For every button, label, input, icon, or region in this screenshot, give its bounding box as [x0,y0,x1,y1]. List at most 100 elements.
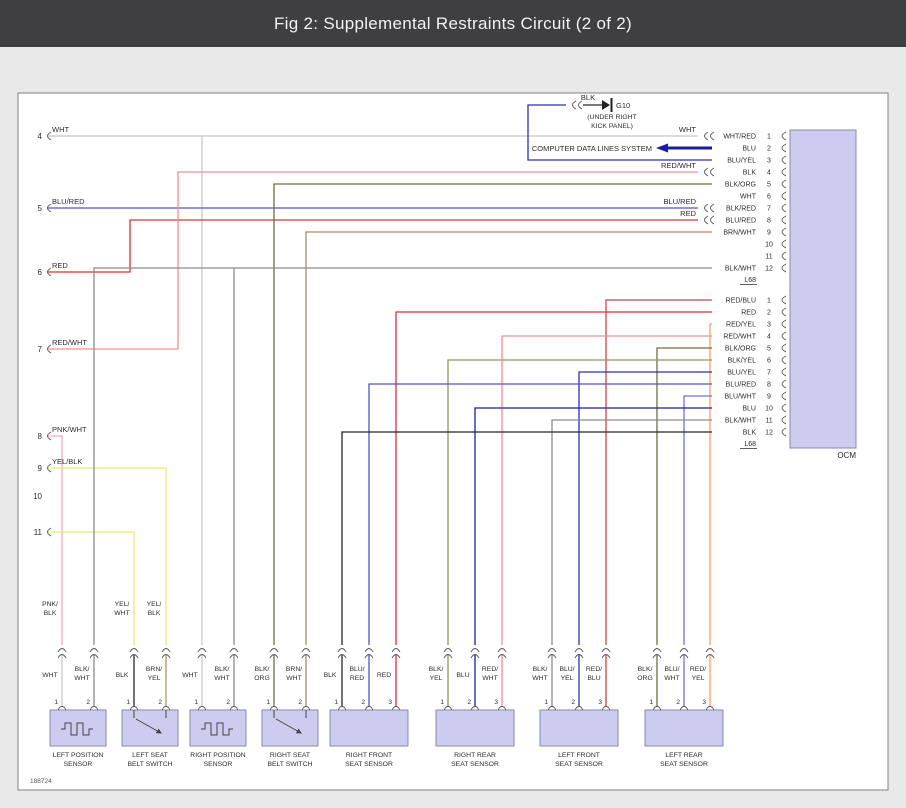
component-wire-label: ORG [637,675,652,682]
component-box [49,709,107,747]
wire-blk-wht [551,419,712,645]
inline-connector-icon [161,654,171,659]
component-wire-label: BRN/ [146,666,162,673]
inline-connector-icon [391,648,401,653]
component-box [539,709,619,747]
ocm-pin-number: 8 [767,382,771,389]
component-wire-label: RED/ [482,666,498,673]
ocm-pin-socket-icon [781,179,787,189]
ocm-pin-socket-icon [781,403,787,413]
component-pin-number: 2 [361,699,365,706]
inline-connector-icon [574,648,584,653]
component-pin-socket-icon [162,706,170,711]
component-pin-socket-icon [302,706,310,711]
ocm-name: OCM [837,451,856,460]
component-name: SENSOR [64,761,93,768]
ocm-pin-label: BRN/WHT [723,230,756,237]
inline-connector-icon [572,100,577,110]
component-wire-label: BLK/ [255,666,270,673]
ocm-pin-number: 10 [765,242,773,249]
wire-blk-wht [93,267,712,645]
component-wire-label: WHT [214,675,229,682]
left-tap-number: 10 [33,492,42,501]
wire-red-yel [709,323,712,645]
ocm-pin-number: 9 [767,230,771,237]
component-pin-socket-icon [130,706,138,711]
inline-connector-icon [710,203,715,213]
ocm-pin-label: RED/BLU [726,298,756,305]
component-pin-number: 1 [194,699,198,706]
component-wire-label: BLK/ [75,666,90,673]
left-tap-connector-icon [47,203,52,213]
diagram-panel [17,92,889,791]
ocm-connector-id: L68 [744,441,756,448]
ocm-pin-label: BLK/WHT [725,418,757,425]
component-wire-label: YEL [692,675,705,682]
component-wire-label: WHT [532,675,547,682]
component-pin-socket-icon [602,706,610,711]
inline-connector-wire-label: BLU/RED [663,197,696,206]
left-tap-wire-label: RED [52,261,68,270]
ocm-pin-number: 6 [767,194,771,201]
inline-connector-icon [57,654,67,659]
component-pin-number: 2 [226,699,230,706]
ocm-pin-label: BLK/YEL [728,358,757,365]
wire-blk-org [273,183,712,645]
inline-connector-icon [704,167,709,177]
component-pin-socket-icon [471,706,479,711]
inline-connector-icon [89,654,99,659]
ocm-pin-socket-icon [781,319,787,329]
component-wire-label: BLU/ [349,666,364,673]
ocm-pin-number: 12 [765,430,773,437]
inline-connector-icon [578,100,583,110]
component-pin-number: 1 [544,699,548,706]
inline-connector-icon [301,648,311,653]
ocm-pin-socket-icon [781,415,787,425]
component-wire-label: BLU/ [559,666,574,673]
ocm-pin-socket-icon [781,143,787,153]
inline-connector-icon [547,654,557,659]
wire-red-wht [47,171,698,350]
component-pin-socket-icon [338,706,346,711]
ocm-pin-number: 11 [765,254,772,261]
component-name: RIGHT REAR [454,752,496,759]
ocm-pin-label: BLU [742,146,756,153]
left-tap-connector-icon [47,527,52,537]
component-pin-number: 1 [126,699,130,706]
ocm-pin-label: BLK/RED [726,206,756,213]
ocm-pin-socket-icon [781,191,787,201]
component-pin-number: 3 [702,699,706,706]
component-pin-socket-icon [498,706,506,711]
component-name: LEFT FRONT [558,752,600,759]
inline-connector-icon [497,648,507,653]
component-wire-label: WHT [182,672,197,679]
ocm-pin-number: 3 [767,158,771,165]
switch-blade-icon [135,718,162,734]
inline-connector-icon [443,648,453,653]
wire-blu-yel [578,371,712,645]
ocm-pin-socket-icon [781,251,787,261]
component-pin-socket-icon [548,706,556,711]
ocm-pin-number: 11 [765,418,772,425]
inline-connector-icon [601,648,611,653]
component-wire-label: BRN/ [286,666,302,673]
inline-connector-icon [301,654,311,659]
wire-blu-yel [527,104,712,161]
ocm-pin-socket-icon [781,295,787,305]
ocm-pin-socket-icon [781,155,787,165]
component-upper-wire-label: YEL/ [147,601,162,608]
ocm-pin-socket-icon [781,379,787,389]
inline-connector-icon [679,648,689,653]
wire-red-wht [501,335,712,645]
ground-location-label: (UNDER RIGHT [587,114,636,121]
component-wire-label: RED [377,672,391,679]
component-wire-label: WHT [482,675,497,682]
left-tap-wire-label: PNK/WHT [52,425,87,434]
ocm-pin-socket-icon [781,203,787,213]
left-tap-number: 6 [38,268,43,277]
component-wire-label: RED/ [690,666,706,673]
inline-connector-icon [57,648,67,653]
wire-blu-red [368,383,712,645]
data-lines-arrow-icon [656,143,668,153]
component-name: SEAT SENSOR [451,761,499,768]
